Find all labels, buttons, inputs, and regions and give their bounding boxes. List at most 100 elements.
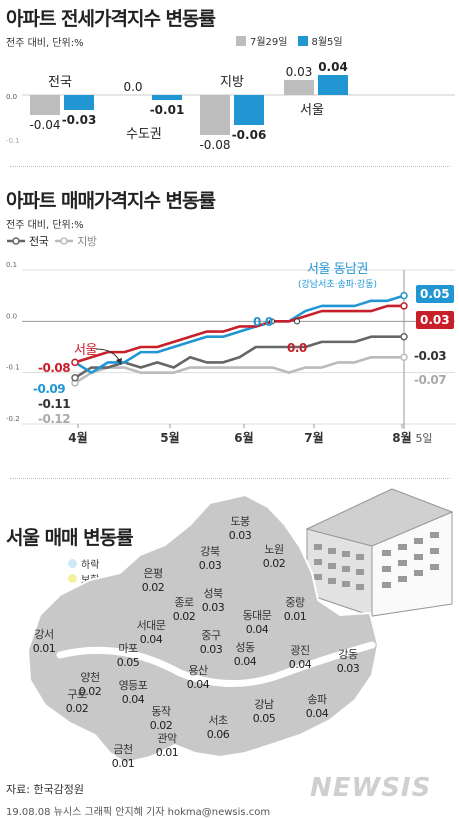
district-용산: 용산 0.04 [187,662,210,691]
rent-bar-chart: -0.04 -0.03 전국 0.0 -0.01 수도권 -0.08-0.06 지방 0.03 0… [6,60,455,152]
district-value: 0.03 [228,529,252,542]
district-관악: 관악 0.01 [156,730,179,759]
district-name: 마포 [118,642,138,655]
district-value: 0.04 [139,633,163,646]
rent-bar-전국-1 [64,95,94,110]
legend-decline-label: 하락 [81,560,100,571]
legend-swatch-gray [236,35,246,46]
district-value: 0.02 [78,685,102,698]
section2-title: 아파트 매매가격지수 변동률 [6,190,216,212]
legend-swatch-blue [297,35,308,46]
district-name: 광진 [290,644,310,657]
national-start-value-2: -0.11 [38,397,71,411]
district-value: 0.04 [305,707,329,720]
national-start-value: -0.09 [33,382,66,396]
legend-local-icon [55,237,74,245]
sale-ytick-m01: -0.1 [6,364,20,372]
rent-category-label: 서울 [300,103,324,118]
rent-value-label: 0.03 [286,65,313,79]
district-value: 0.02 [172,610,196,623]
rent-value-label: -0.08 [199,138,230,152]
rent-value-label: -0.03 [62,113,97,127]
divider-2 [10,478,450,479]
district-서초: 서초 0.06 [207,712,230,741]
district-name: 송파 [307,693,327,706]
district-서대문: 서대문 0.04 [137,617,166,646]
district-value: 0.04 [233,655,257,668]
sale-ytick-m02: -0.2 [6,415,20,423]
district-name: 동작 [151,705,171,718]
sale-endpoint [400,291,408,300]
sale-endpoint [400,302,408,310]
legend-dot-flat [68,574,77,583]
rent-bar-지방-0 [200,95,230,135]
legend-label-0805: 8월5일 [311,37,343,48]
legend-dot-decline [68,559,77,568]
seoul-map [26,495,380,765]
district-name: 강동 [338,648,358,661]
sale-lines [71,291,408,387]
district-value: 0.02 [149,719,173,732]
credit-text: 19.08.08 뉴시스 그래픽 안지혜 기자 hokma@newsis.com [6,807,271,818]
sale-ytick-01: 0.1 [6,261,17,269]
rent-value-label: -0.06 [232,128,267,142]
end-badge-seoul: 0.03 [416,311,454,329]
district-value: 0.03 [336,662,360,675]
sale-line-서울 동남권 [74,294,405,374]
map-legend-decline: 하락 [68,556,99,571]
district-구로: 구로 0.02 [66,686,89,715]
district-마포: 마포 0.05 [117,640,140,669]
seoul-annotation: 서울 [74,343,97,358]
district-name: 구로 [67,688,87,701]
section1-title: 아파트 전세가격지수 변동률 [6,8,216,30]
district-name: 동대문 [242,609,272,622]
rent-bar-수도권-1 [152,95,182,100]
district-name: 서초 [208,714,228,727]
district-영등포: 영등포 0.04 [119,677,148,706]
district-name: 강남 [254,698,274,711]
sale-xtick-jul: 7월 [304,430,323,445]
end-value-national: -0.03 [414,349,447,363]
district-name: 용산 [188,664,208,677]
legend-label-0729: 7월29일 [250,37,288,48]
district-강서: 강서 0.01 [33,626,56,655]
district-name: 강서 [34,628,54,641]
sale-endpoint [71,374,79,382]
section3-title: 서울 매매 변동률 [6,527,134,549]
district-value: 0.02 [65,702,89,715]
district-강남: 강남 0.05 [253,696,276,725]
district-강동: 강동 0.03 [337,646,360,675]
district-value: 0.05 [116,656,140,669]
district-value: 0.04 [186,678,210,691]
district-name: 성북 [203,587,223,600]
district-name: 양천 [80,671,100,684]
seoul-arrow-icon [95,348,122,365]
apartment-building-icon [305,488,454,617]
district-중랑: 중랑 0.01 [284,594,307,623]
district-value: 0.01 [32,642,56,655]
district-value: 0.03 [201,601,225,614]
district-value: 0.04 [288,658,312,671]
rent-bar-서울-1 [318,75,348,95]
district-value: 0.04 [245,623,269,636]
district-name: 노원 [264,543,284,556]
district-성북: 성북 0.03 [202,585,225,614]
legend-local-label: 지방 [77,235,97,248]
sale-xtick-aug: 8월 [392,430,411,445]
zero-value-b: 0.0 [287,341,307,355]
district-value: 0.01 [111,757,135,770]
sale-endpoint [400,332,408,341]
sale-endpoint [71,358,79,367]
district-양천: 양천 0.02 [79,669,102,698]
district-은평: 은평 0.02 [142,565,165,594]
rent-bar-전국-0 [30,95,60,115]
district-name: 관악 [157,732,177,745]
district-중구: 중구 0.03 [200,627,223,656]
district-name: 영등포 [118,679,148,692]
district-value: 0.06 [206,728,230,741]
sale-endpoint [400,353,408,362]
rent-tick-minus01: -0.1 [6,137,20,145]
district-name: 중랑 [285,596,305,609]
newsis-logo: NEWSIS [310,773,432,803]
district-value: 0.03 [198,559,222,572]
